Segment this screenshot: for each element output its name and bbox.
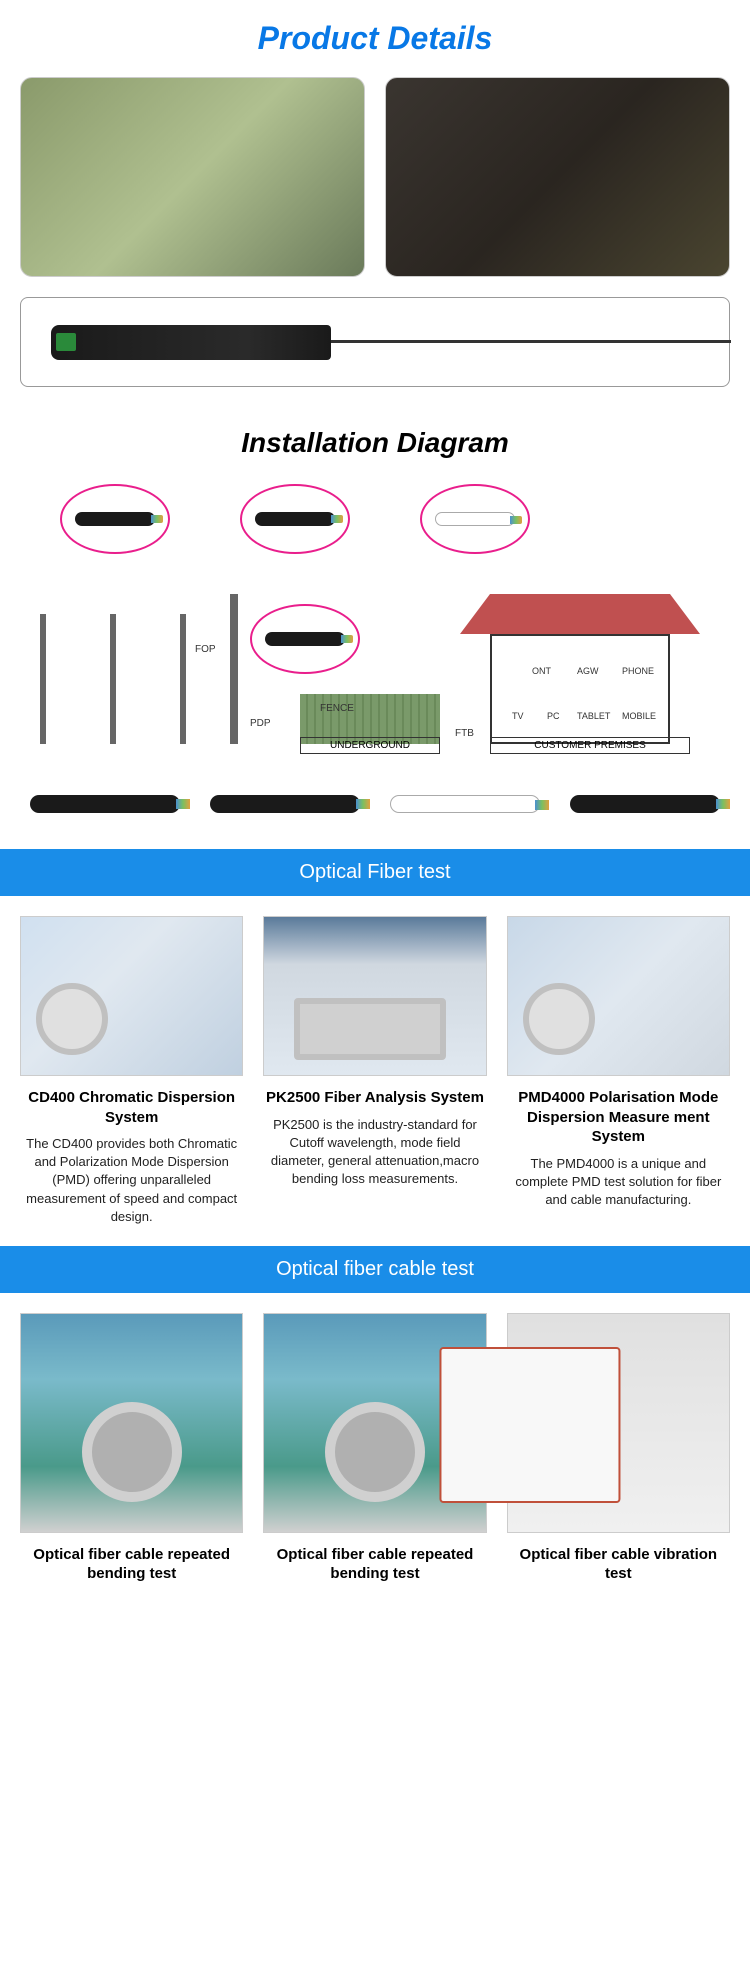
fiber-test-photo-3 [507, 916, 730, 1076]
cable-test-title-2: Optical fiber cable repeated bending tes… [263, 1545, 486, 1584]
cable-test-photo-3 [507, 1313, 730, 1533]
fiber-test-1: CD400 Chromatic Dispersion System The CD… [20, 916, 243, 1226]
fiber-test-desc-2: PK2500 is the industry-standard for Cuto… [263, 1116, 486, 1189]
fiber-test-title-3: PMD4000 Polarisation Mode Dispersion Mea… [507, 1088, 730, 1147]
diagram-label-ftb: FTB [455, 728, 474, 739]
diagram-label-pdp: PDP [250, 718, 271, 729]
cable-types-strip [20, 784, 730, 839]
cable-test-photo-1 [20, 1313, 243, 1533]
cable-test-3: Optical fiber cable vibration test [507, 1313, 730, 1592]
fiber-test-title-2: PK2500 Fiber Analysis System [263, 1088, 486, 1108]
cable-test-title-3: Optical fiber cable vibration test [507, 1545, 730, 1584]
installation-title: Installation Diagram [20, 417, 730, 484]
fiber-test-banner: Optical Fiber test [0, 849, 750, 896]
diagram-label-underground: UNDERGROUND [300, 737, 440, 754]
diagram-label-pc: PC [547, 711, 560, 721]
diagram-label-phone: PHONE [622, 666, 654, 676]
diagram-label-fop: FOP [195, 644, 216, 655]
diagram-label-tablet: TABLET [577, 711, 610, 721]
fiber-test-title-1: CD400 Chromatic Dispersion System [20, 1088, 243, 1127]
diagram-label-fence: FENCE [320, 703, 354, 714]
connector-image [20, 297, 730, 387]
diagram-label-mobile: MOBILE [622, 711, 656, 721]
diagram-label-ont: ONT [532, 666, 551, 676]
installation-diagram: ONT AGW PHONE TV PC TABLET MOBILE FOP PD… [20, 484, 730, 764]
fiber-test-desc-3: The PMD4000 is a unique and complete PMD… [507, 1155, 730, 1210]
cable-test-title-1: Optical fiber cable repeated bending tes… [20, 1545, 243, 1584]
fiber-test-photo-1 [20, 916, 243, 1076]
product-photo-1 [20, 77, 365, 277]
fiber-test-photo-2 [263, 916, 486, 1076]
product-photo-2 [385, 77, 730, 277]
cable-test-1: Optical fiber cable repeated bending tes… [20, 1313, 243, 1592]
fiber-test-desc-1: The CD400 provides both Chromatic and Po… [20, 1135, 243, 1226]
fiber-test-2: PK2500 Fiber Analysis System PK2500 is t… [263, 916, 486, 1226]
cable-test-row: Optical fiber cable repeated bending tes… [20, 1313, 730, 1592]
diagram-label-tv: TV [512, 711, 524, 721]
fiber-test-row: CD400 Chromatic Dispersion System The CD… [20, 916, 730, 1226]
cable-test-banner: Optical fiber cable test [0, 1246, 750, 1293]
fiber-test-3: PMD4000 Polarisation Mode Dispersion Mea… [507, 916, 730, 1226]
product-photo-row [20, 77, 730, 277]
diagram-label-agw: AGW [577, 666, 599, 676]
diagram-label-premises: CUSTOMER PREMISES [490, 737, 690, 754]
page-title: Product Details [20, 0, 730, 77]
